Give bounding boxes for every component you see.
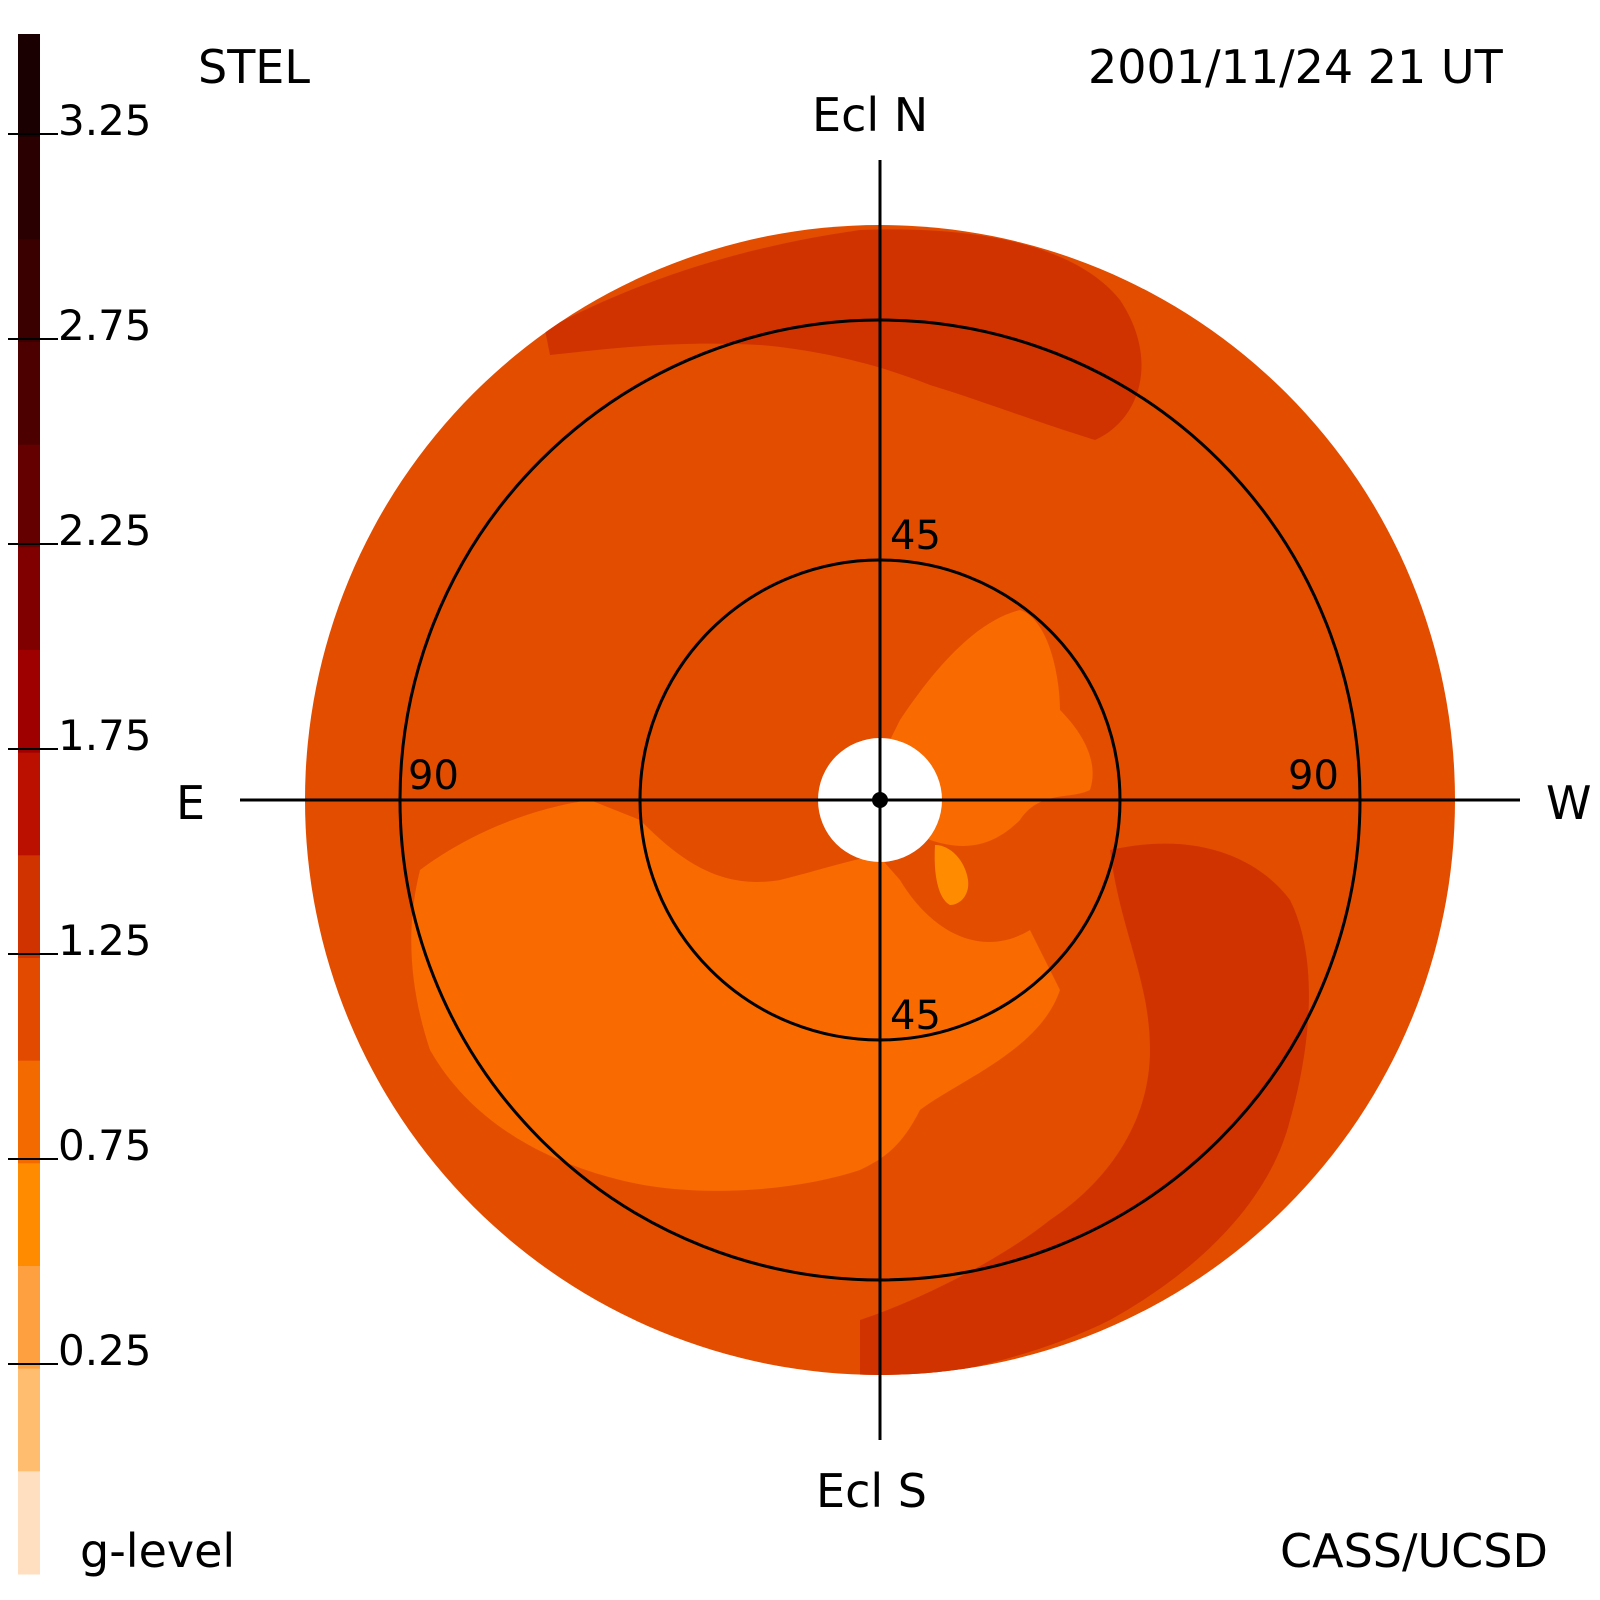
colorbar-band [18, 1368, 40, 1472]
colorbar-band [18, 650, 40, 754]
region-lower-spot [934, 845, 969, 905]
colorbar-band [18, 239, 40, 343]
colorbar-band [18, 136, 40, 240]
colorbar-tick-label: 3.25 [58, 96, 152, 145]
direction-south: Ecl S [816, 1464, 927, 1518]
region-high-southwest [860, 843, 1309, 1375]
elongation-label-45-top: 45 [890, 513, 941, 559]
colorbar-tick-label: 2.25 [58, 506, 152, 555]
credit-label: CASS/UCSD [1280, 1524, 1548, 1578]
colorbar-tick-label: 2.75 [58, 301, 152, 350]
colorbar-band [18, 342, 40, 446]
colorbar-band [18, 547, 40, 651]
instrument-label: STEL [198, 40, 310, 94]
colorbar-tick-label: 0.25 [58, 1326, 152, 1375]
elongation-label-90-left: 90 [408, 753, 459, 799]
direction-west: W [1546, 776, 1592, 830]
elongation-label-45-bottom: 45 [890, 993, 941, 1039]
colorbar-band [18, 752, 40, 856]
colorbar-tick-label: 1.25 [58, 916, 152, 965]
timestamp-label: 2001/11/24 21 UT [1088, 40, 1503, 94]
colorbar-label: g-level [80, 1524, 236, 1578]
colorbar-band [18, 1266, 40, 1370]
colorbar-tick-label: 0.75 [58, 1121, 152, 1170]
colorbar-band [18, 34, 40, 138]
colorbar-band [18, 855, 40, 959]
region-high-north [545, 229, 1142, 440]
colorbar-band [18, 1060, 40, 1164]
colorbar-ticks [8, 133, 58, 1365]
colorbar [18, 34, 40, 1575]
colorbar-tick-label: 1.75 [58, 711, 152, 760]
direction-east: E [176, 776, 206, 830]
colorbar-band [18, 1471, 40, 1575]
colorbar-band [18, 444, 40, 548]
colorbar-band [18, 958, 40, 1062]
colorbar-band [18, 1163, 40, 1267]
direction-north: Ecl N [812, 88, 929, 142]
elongation-label-90-right: 90 [1288, 753, 1339, 799]
region-low-southeast [411, 800, 1060, 1191]
g-level-regions [411, 229, 1309, 1375]
